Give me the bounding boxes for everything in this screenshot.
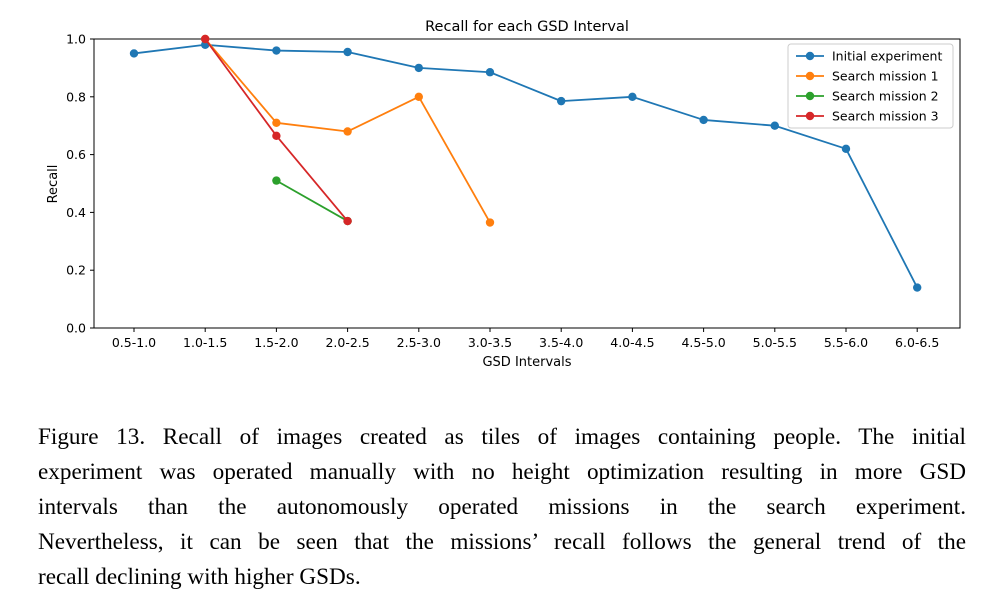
series-line bbox=[275, 179, 349, 222]
legend-item: Search mission 3 bbox=[796, 109, 939, 124]
data-point bbox=[272, 176, 281, 185]
y-axis: 0.0 0.2 0.4 0.6 0.8 1.0 bbox=[66, 32, 94, 336]
legend-marker bbox=[805, 71, 815, 81]
x-tick-label: 2.0-2.5 bbox=[325, 335, 369, 350]
recall-chart: Recall for each GSD Interval 0.00.20.40.… bbox=[46, 19, 961, 370]
data-point bbox=[272, 46, 281, 55]
legend-label: Initial experiment bbox=[832, 49, 942, 64]
data-point bbox=[414, 92, 423, 102]
x-tick-label: 3.5-4.0 bbox=[539, 335, 583, 350]
legend-marker bbox=[805, 51, 815, 61]
data-point bbox=[414, 63, 423, 73]
data-point bbox=[343, 216, 352, 226]
x-tick-label: 1.5-2.0 bbox=[254, 335, 298, 350]
legend-marker bbox=[805, 91, 815, 101]
figure-caption: Figure 13. Recall of images created as t… bbox=[38, 420, 966, 595]
data-point bbox=[913, 283, 922, 292]
chart-title: Recall for each GSD Interval bbox=[425, 19, 629, 35]
y-tick-label: 0.4 bbox=[66, 205, 86, 220]
legend-frame bbox=[787, 43, 954, 129]
series-layer bbox=[129, 34, 922, 292]
legend-item: Initial experiment bbox=[796, 49, 942, 64]
data-point bbox=[485, 218, 495, 227]
data-point bbox=[699, 115, 708, 125]
series-line bbox=[204, 38, 349, 222]
legend-label: Search mission 3 bbox=[832, 109, 939, 124]
data-point bbox=[343, 47, 352, 57]
series-line bbox=[133, 43, 919, 288]
series-search-mission-3 bbox=[201, 34, 352, 226]
y-tick-label: 0.0 bbox=[66, 321, 86, 336]
x-tick-label: 5.5-6.0 bbox=[824, 335, 868, 350]
caption-line: recall declining with higher GSDs. bbox=[38, 564, 361, 590]
data-point bbox=[841, 144, 851, 154]
data-point bbox=[557, 96, 566, 106]
x-tick-label: 0.5-1.0 bbox=[112, 335, 156, 350]
x-tick-label: 5.0-5.5 bbox=[753, 335, 797, 350]
legend-marker bbox=[805, 111, 815, 121]
caption-line: intervals than the autonomously operated… bbox=[38, 494, 966, 520]
legend-label: Search mission 1 bbox=[832, 69, 939, 84]
data-point bbox=[272, 131, 281, 141]
y-tick-label: 1.0 bbox=[66, 32, 86, 47]
x-tick-label: 4.5-5.0 bbox=[681, 335, 725, 350]
legend-item: Search mission 2 bbox=[796, 89, 939, 104]
caption-line: experiment was operated manually with no… bbox=[38, 459, 966, 485]
data-point bbox=[485, 68, 495, 77]
data-point bbox=[272, 118, 281, 128]
series-search-mission-1 bbox=[201, 34, 495, 227]
data-point bbox=[343, 127, 352, 136]
x-tick-label: 2.5-3.0 bbox=[397, 335, 441, 350]
legend: Initial experiment Search mission 1 Search… bbox=[787, 43, 954, 129]
legend-label: Search mission 2 bbox=[832, 89, 939, 104]
x-axis: 0.5-1.0 1.0-1.5 1.5-2.0 2.0-2.5 2.5-3.0 3.0-3… bbox=[112, 328, 939, 350]
data-point bbox=[628, 92, 637, 102]
data-point bbox=[129, 49, 139, 58]
x-tick-label: 4.0-4.5 bbox=[610, 335, 654, 350]
caption-line: Figure 13. Recall of images created as t… bbox=[38, 424, 966, 450]
series-search-mission-2 bbox=[272, 176, 352, 226]
caption-line: Nevertheless, it can be seen that the mi… bbox=[38, 529, 966, 555]
y-tick-label: 0.2 bbox=[66, 263, 86, 278]
x-axis-label: GSD Intervals bbox=[482, 355, 571, 370]
y-tick-label: 0.8 bbox=[66, 89, 86, 104]
plot-area bbox=[93, 38, 961, 329]
x-tick-label: 3.0-3.5 bbox=[468, 335, 512, 350]
data-point bbox=[201, 34, 210, 44]
y-axis-label: Recall bbox=[46, 165, 61, 204]
legend-item: Search mission 1 bbox=[796, 69, 939, 84]
y-tick-label: 0.6 bbox=[66, 147, 86, 162]
x-tick-label: 1.0-1.5 bbox=[183, 335, 227, 350]
data-point bbox=[770, 121, 779, 130]
x-tick-label: 6.0-6.5 bbox=[895, 335, 939, 350]
